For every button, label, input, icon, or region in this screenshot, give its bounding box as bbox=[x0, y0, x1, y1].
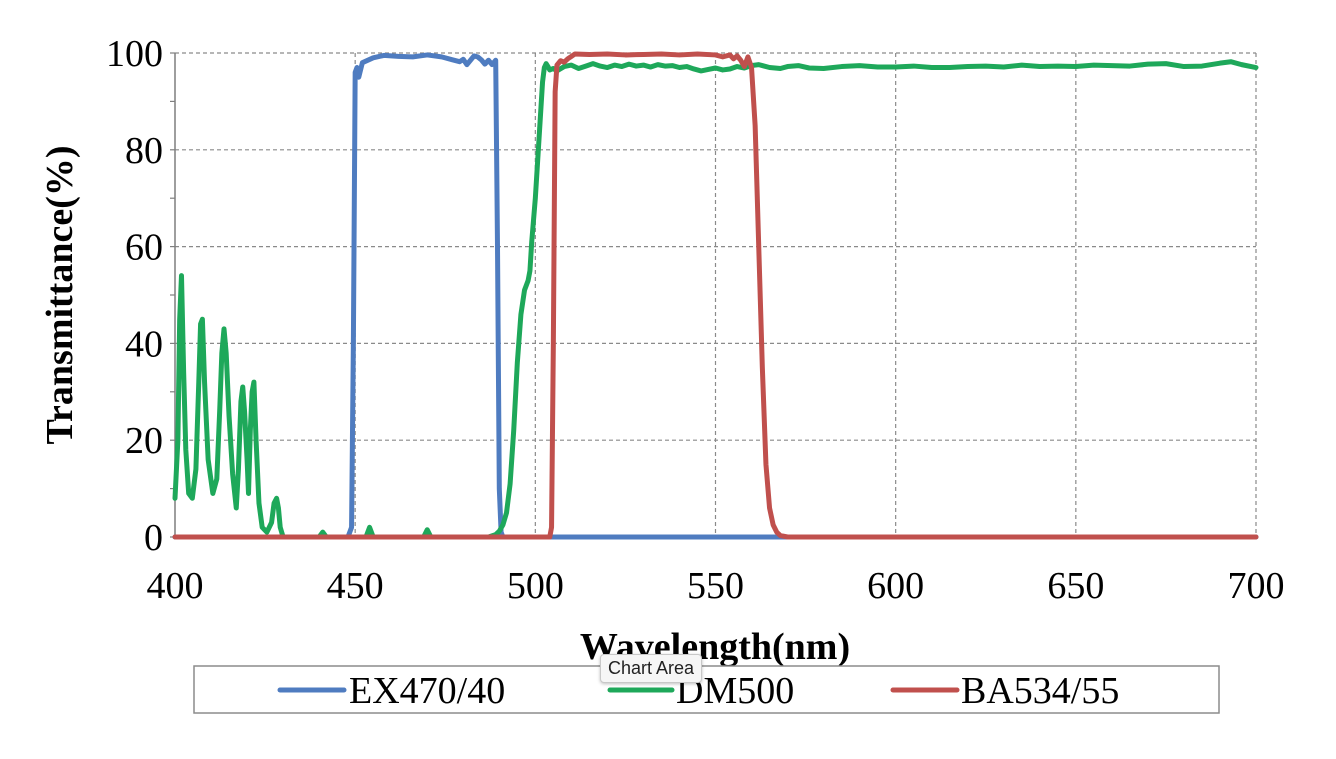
x-tick-label: 450 bbox=[327, 565, 384, 607]
chart-area-tooltip: Chart Area bbox=[600, 654, 703, 683]
x-tick-label: 400 bbox=[147, 565, 204, 607]
legend-label-1: EX470/40 bbox=[349, 670, 505, 712]
legend-box bbox=[193, 665, 1220, 714]
x-tick-label: 700 bbox=[1228, 565, 1285, 607]
legend: EX470/40 DM500 BA534/55 bbox=[193, 665, 1220, 714]
legend-label-3: BA534/55 bbox=[961, 670, 1119, 712]
x-tick-label: 650 bbox=[1047, 565, 1104, 607]
tick-labels: 0 20 40 60 80 100 400 450 500 550 600 650 700 bbox=[106, 33, 1285, 607]
x-tick-label: 600 bbox=[867, 565, 924, 607]
series-line-1 bbox=[172, 52, 1259, 540]
series-lines bbox=[172, 51, 1259, 540]
grid bbox=[175, 52, 1257, 537]
axes bbox=[170, 52, 1256, 538]
y-tick-label: 40 bbox=[125, 323, 163, 365]
y-tick-label: 100 bbox=[106, 33, 163, 75]
y-tick-label: 0 bbox=[144, 517, 163, 559]
series-line-3 bbox=[172, 51, 1259, 540]
x-tick-label: 550 bbox=[687, 565, 744, 607]
series-line-2 bbox=[172, 59, 1259, 540]
y-axis-label: Transmittance(%) bbox=[39, 145, 81, 444]
y-tick-label: 60 bbox=[125, 227, 163, 269]
legend-items: EX470/40 DM500 BA534/55 bbox=[277, 670, 1119, 712]
y-tick-label: 80 bbox=[125, 130, 163, 172]
y-tick-label: 20 bbox=[125, 420, 163, 462]
x-tick-label: 500 bbox=[507, 565, 564, 607]
